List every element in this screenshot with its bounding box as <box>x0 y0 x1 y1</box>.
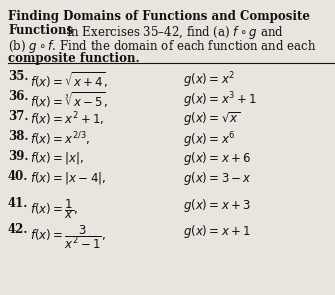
Text: $g(x) = x + 6$: $g(x) = x + 6$ <box>183 150 251 167</box>
Text: $f(x) = |x|,$: $f(x) = |x|,$ <box>30 150 84 166</box>
Text: 41.: 41. <box>8 197 28 210</box>
Text: $f(x) = |x-4|,$: $f(x) = |x-4|,$ <box>30 170 106 186</box>
Text: $g(x) = x + 3$: $g(x) = x + 3$ <box>183 197 251 214</box>
Text: 40.: 40. <box>8 170 28 183</box>
Text: 36.: 36. <box>8 90 28 103</box>
Text: 38.: 38. <box>8 130 28 143</box>
Text: $f(x) = \sqrt[3]{x-5},$: $f(x) = \sqrt[3]{x-5},$ <box>30 90 108 110</box>
Text: composite function.: composite function. <box>8 52 140 65</box>
Text: 37.: 37. <box>8 110 28 123</box>
Text: $f(x) = x^2 + 1,$: $f(x) = x^2 + 1,$ <box>30 110 104 128</box>
Text: $g(x) = x + 1$: $g(x) = x + 1$ <box>183 223 251 240</box>
Text: $f(x) = \sqrt{x+4},$: $f(x) = \sqrt{x+4},$ <box>30 70 108 90</box>
Text: $g(x) = x^6$: $g(x) = x^6$ <box>183 130 235 150</box>
Text: $f(x) = x^{2/3},$: $f(x) = x^{2/3},$ <box>30 130 90 148</box>
Text: Finding Domains of Functions and Composite: Finding Domains of Functions and Composi… <box>8 10 310 23</box>
Text: $f(x) = \dfrac{3}{x^2-1},$: $f(x) = \dfrac{3}{x^2-1},$ <box>30 223 106 251</box>
Text: In Exercises 35–42, find (a) $f \circ g$ and: In Exercises 35–42, find (a) $f \circ g$… <box>66 24 284 41</box>
Text: (b) $g \circ f$. Find the domain of each function and each: (b) $g \circ f$. Find the domain of each… <box>8 38 317 55</box>
Text: $g(x) = \sqrt{x}$: $g(x) = \sqrt{x}$ <box>183 110 241 128</box>
Text: $f(x) = \dfrac{1}{x},$: $f(x) = \dfrac{1}{x},$ <box>30 197 78 221</box>
Text: 42.: 42. <box>8 223 28 236</box>
Text: Functions: Functions <box>8 24 73 37</box>
Text: 35.: 35. <box>8 70 28 83</box>
Text: $g(x) = x^2$: $g(x) = x^2$ <box>183 70 235 90</box>
Text: 39.: 39. <box>8 150 28 163</box>
Text: $g(x) = x^3 + 1$: $g(x) = x^3 + 1$ <box>183 90 257 110</box>
Text: $g(x) = 3-x$: $g(x) = 3-x$ <box>183 170 252 187</box>
